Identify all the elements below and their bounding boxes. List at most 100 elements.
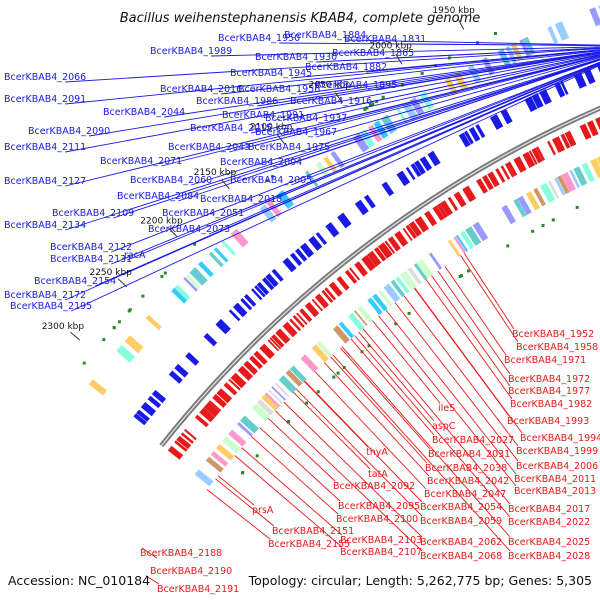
- leader-line: [65, 63, 600, 301]
- gene-label-forward: BcerKBAB4_2172: [4, 290, 86, 301]
- gene-feature: [405, 167, 416, 181]
- gene-label-forward: BcerKBAB4_2071: [100, 156, 182, 167]
- gene-feature: [573, 166, 588, 187]
- gene-label-reverse: BcerKBAB4_2103: [340, 535, 422, 546]
- gene-feature: [228, 378, 241, 391]
- gene-feature: [396, 107, 409, 125]
- gene-label-forward: BcerKBAB4_1956: [238, 84, 320, 95]
- gene-label-reverse: BcerKBAB4_2068: [420, 551, 502, 562]
- gene-feature: [453, 191, 467, 208]
- gene-feature: [475, 124, 486, 138]
- leader-line: [229, 56, 600, 153]
- gene-label-forward: BcerKBAB4_1991: [222, 110, 304, 121]
- gene-feature: [269, 337, 282, 350]
- leader-line: [378, 315, 517, 487]
- leader-line: [316, 57, 600, 138]
- gene-label-reverse: BcerKBAB4_2025: [508, 537, 590, 548]
- gene-feature: [174, 440, 188, 452]
- leader-line: [460, 255, 519, 343]
- gene-feature: [359, 129, 376, 148]
- gene-feature: [300, 354, 319, 373]
- rna-feature: [82, 361, 86, 365]
- rna-feature: [316, 390, 320, 394]
- rna-feature: [365, 106, 369, 110]
- gene-feature: [586, 120, 599, 137]
- accession-label: Accession: NC_010184: [8, 573, 150, 588]
- gene-feature: [212, 393, 227, 408]
- gene-feature: [259, 343, 275, 360]
- gene-feature: [547, 140, 556, 156]
- gene-feature: [413, 263, 428, 281]
- gene-label-forward: BcerKBAB4_2051: [162, 208, 244, 219]
- gene-label-forward: BcerKBAB4_2154: [34, 276, 116, 287]
- gene-feature: [414, 216, 430, 233]
- gene-label-forward: BcerKBAB4_2060: [130, 175, 212, 186]
- gene-label-forward: BcerKBAB4_1989: [150, 46, 232, 57]
- tick-mark: [457, 18, 465, 30]
- gene-feature: [230, 372, 247, 389]
- leader-line: [299, 51, 600, 95]
- gene-feature: [215, 318, 231, 335]
- gene-label-reverse: BcerKBAB4_2092: [333, 481, 415, 492]
- rna-feature: [266, 179, 269, 183]
- leader-line: [291, 61, 600, 186]
- gene-feature: [507, 161, 518, 177]
- gene-feature: [208, 400, 222, 412]
- gene-label-reverse: BcerKBAB4_2047: [424, 489, 506, 500]
- gene-feature: [490, 114, 504, 130]
- gene-label-reverse: BcerKBAB4_2022: [508, 517, 590, 528]
- gene-feature: [528, 150, 538, 165]
- gene-feature: [579, 123, 592, 140]
- gene-feature: [374, 247, 387, 262]
- rna-feature: [255, 454, 259, 458]
- gene-feature: [199, 407, 216, 423]
- gene-feature: [476, 178, 488, 194]
- gene-feature: [221, 240, 236, 256]
- rna-feature: [494, 32, 497, 35]
- leader-line: [437, 270, 511, 375]
- gene-feature: [557, 175, 570, 194]
- gene-feature: [525, 191, 540, 211]
- gene-feature: [589, 7, 600, 27]
- leader-line: [251, 54, 600, 134]
- rna-feature: [271, 174, 275, 178]
- gene-feature: [352, 133, 370, 153]
- leader-line: [332, 354, 511, 552]
- gene-feature: [552, 136, 566, 153]
- leader-line: [206, 489, 271, 540]
- gene-label-forward: BcerKBAB4_1937: [265, 113, 347, 124]
- rna-feature: [394, 322, 398, 326]
- tick-label: 1950 kbp: [432, 6, 475, 16]
- rna-feature: [458, 275, 462, 278]
- gene-feature: [464, 130, 474, 145]
- gene-label-reverse: BcerKBAB4_2151: [272, 526, 354, 537]
- gene-feature: [584, 68, 596, 85]
- leader-line: [314, 371, 427, 490]
- label-leader-lines: [65, 39, 600, 585]
- gene-feature: [133, 413, 147, 426]
- gene-feature: [564, 130, 577, 147]
- gene-feature: [554, 21, 569, 41]
- rna-feature: [506, 244, 510, 248]
- gene-feature: [504, 163, 515, 178]
- leader-line: [274, 410, 423, 552]
- gene-label-forward: BcerKBAB4_2109: [52, 208, 134, 219]
- gene-feature: [344, 269, 358, 284]
- gene-feature: [268, 389, 283, 404]
- tick-label: 2100 kbp: [250, 123, 293, 133]
- gene-feature: [237, 365, 254, 381]
- leader-line: [345, 39, 600, 46]
- gene-label-forward: BcerKBAB4_1975: [248, 142, 330, 153]
- gene-feature: [548, 180, 560, 199]
- leader-line: [291, 49, 600, 79]
- gene-label-forward: BcerKBAB4_2122: [50, 242, 132, 253]
- gene-feature: [531, 147, 543, 164]
- gene-label-forward: BcerKBAB4_1950: [218, 33, 300, 44]
- gene-label-reverse: BcerKBAB4_2011: [514, 474, 596, 485]
- gene-label-forward: BcerKBAB4_2127: [4, 176, 86, 187]
- gene-feature: [354, 310, 368, 326]
- gene-feature: [295, 248, 308, 262]
- tick-label: 2050 kbp: [309, 80, 352, 90]
- gene-label-reverse: thyA: [366, 447, 388, 458]
